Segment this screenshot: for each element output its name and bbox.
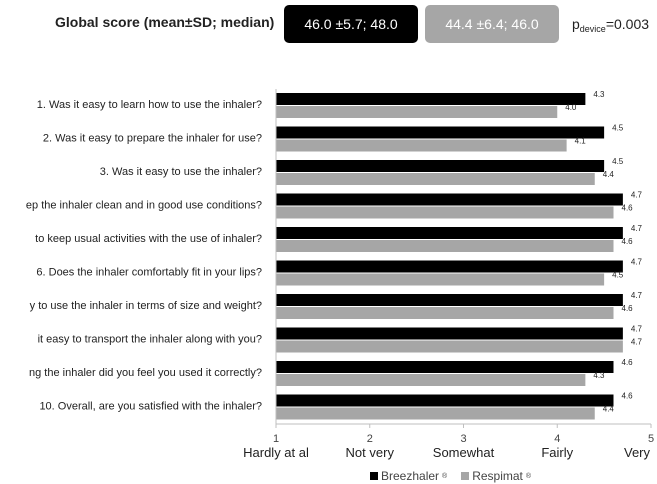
legend-label-respimat: Respimat — [472, 469, 523, 483]
bar-breezhaler — [276, 294, 623, 306]
question-label: 2. Was it easy to prepare the inhaler fo… — [43, 133, 262, 145]
question-label: y to use the inhaler in terms of size an… — [30, 300, 262, 312]
question-label: 1. Was it easy to learn how to use the i… — [37, 99, 262, 111]
bar-breezhaler — [276, 394, 614, 407]
bar-breezhaler — [276, 361, 614, 373]
question-label: 10. Overall, are you satisfied with the … — [39, 401, 262, 413]
bar-respimat — [276, 106, 558, 118]
bar-breezhaler — [276, 327, 623, 340]
bar-breezhaler — [276, 93, 586, 105]
question-label: to keep usual activities with the use of… — [35, 233, 262, 245]
value-label-respimat: 4.6 — [622, 237, 634, 246]
bar-breezhaler — [276, 160, 605, 172]
value-label-breezhaler: 4.7 — [631, 224, 643, 233]
value-label-respimat: 4.6 — [622, 204, 634, 213]
value-label-respimat: 4.7 — [631, 338, 643, 347]
question-label: it easy to transport the inhaler along w… — [38, 334, 262, 346]
value-label-breezhaler: 4.7 — [631, 191, 643, 200]
bar-breezhaler — [276, 126, 605, 139]
bar-respimat — [276, 240, 614, 252]
x-tick-text: Hardly at al — [243, 445, 309, 460]
value-label-respimat: 4.6 — [622, 304, 634, 313]
question-label: 3. Was it easy to use the inhaler? — [100, 166, 262, 178]
value-label-breezhaler: 4.6 — [622, 358, 634, 367]
legend-label-breezhaler: Breezhaler — [381, 469, 440, 483]
question-label: ep the inhaler clean and in good use con… — [26, 200, 262, 212]
x-tick-number: 5 — [648, 433, 654, 445]
bar-respimat — [276, 307, 614, 319]
x-tick-number: 2 — [367, 433, 373, 445]
p-value-text: =0.003 — [605, 16, 650, 32]
bar-respimat — [276, 340, 623, 353]
score-box-breezhaler: 46.0 ±5.7; 48.0 — [284, 5, 418, 43]
bar-respimat — [276, 173, 595, 185]
bar-respimat — [276, 139, 567, 152]
value-label-respimat: 4.1 — [575, 137, 587, 146]
x-tick-number: 4 — [554, 433, 560, 445]
chart-legend: Breezhaler ® Respimat ® — [370, 469, 531, 483]
score-box-respimat: 44.4 ±6.4; 46.0 — [425, 5, 559, 43]
x-tick-text: Fairly — [541, 445, 573, 460]
score-respimat-text: 44.4 ±6.4; 46.0 — [445, 16, 539, 32]
bar-respimat — [276, 206, 614, 219]
legend-swatch-respimat — [461, 472, 470, 480]
value-label-breezhaler: 4.5 — [612, 124, 624, 133]
legend-mark-breezhaler: ® — [442, 472, 448, 480]
bar-breezhaler — [276, 193, 623, 206]
value-label-breezhaler: 4.7 — [631, 258, 643, 267]
value-label-breezhaler: 4.5 — [612, 157, 624, 166]
x-tick-text: Somewhat — [433, 445, 495, 460]
question-label: ng the inhaler did you feel you used it … — [29, 367, 262, 379]
value-label-respimat: 4.4 — [603, 405, 615, 414]
value-label-breezhaler: 4.6 — [622, 392, 634, 401]
x-tick-text: Not very — [346, 445, 395, 460]
value-label-respimat: 4.0 — [565, 103, 577, 112]
x-tick-number: 3 — [460, 433, 466, 445]
bar-respimat — [276, 407, 595, 420]
legend-swatch-breezhaler — [370, 472, 378, 480]
value-label-respimat: 4.5 — [612, 271, 624, 280]
bar-breezhaler — [276, 260, 623, 273]
bar-breezhaler — [276, 227, 623, 239]
legend-item-respimat: Respimat ® — [461, 469, 531, 483]
p-value: pdevice=0.003 — [572, 16, 649, 34]
x-tick-text: Very — [624, 445, 651, 460]
value-label-breezhaler: 4.3 — [593, 90, 605, 99]
p-prefix: p — [572, 16, 580, 32]
score-breezhaler-text: 46.0 ±5.7; 48.0 — [304, 16, 398, 32]
global-score-label: Global score (mean±SD; median) — [55, 14, 275, 30]
value-label-respimat: 4.3 — [593, 371, 605, 380]
p-subscript: device — [579, 24, 606, 34]
bar-respimat — [276, 273, 605, 286]
legend-mark-respimat: ® — [525, 472, 532, 480]
x-tick-number: 1 — [273, 433, 279, 445]
bar-respimat — [276, 374, 586, 386]
question-label: 6. Does the inhaler comfortably fit in y… — [36, 267, 262, 279]
value-label-breezhaler: 4.7 — [631, 291, 643, 300]
value-label-respimat: 4.4 — [603, 170, 615, 179]
legend-item-breezhaler: Breezhaler ® — [370, 469, 447, 483]
value-label-breezhaler: 4.7 — [631, 325, 643, 334]
